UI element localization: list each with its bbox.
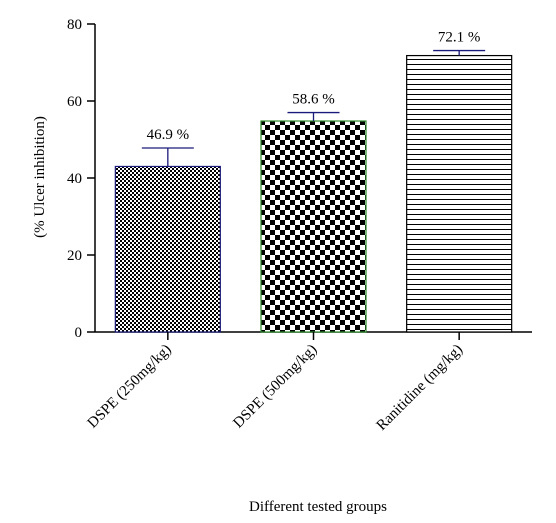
y-tick-label: 40: [67, 171, 82, 187]
bar: [260, 120, 367, 333]
data-labels-group: 46.9 % 58.6 % 72.1 %: [147, 30, 481, 143]
x-axis-label: Different tested groups: [249, 499, 387, 515]
data-label: 46.9 %: [147, 127, 190, 143]
bars-group: [114, 54, 513, 333]
bar: [114, 165, 221, 333]
x-tick-label: DSPE (250mg/kg): [85, 342, 175, 432]
y-tick-label: 60: [67, 94, 82, 110]
x-ticks-group: DSPE (250mg/kg) DSPE (500mg/kg) Ranitidine…: [85, 332, 466, 434]
x-tick-label: DSPE (500mg/kg): [230, 342, 320, 432]
bar: [406, 54, 513, 333]
y-tick-label: 0: [75, 325, 83, 341]
y-ticks-group: 0 20 40 60 80: [67, 17, 95, 341]
y-axis-label: (% Ulcer inhibition): [32, 116, 48, 238]
x-tick-label: Ranitidine (mg/kg): [374, 342, 466, 434]
data-label: 58.6 %: [292, 92, 335, 108]
y-tick-label: 20: [67, 248, 82, 264]
error-bars-group: [141, 49, 486, 167]
data-label: 72.1 %: [438, 30, 481, 46]
y-tick-label: 80: [67, 17, 82, 33]
